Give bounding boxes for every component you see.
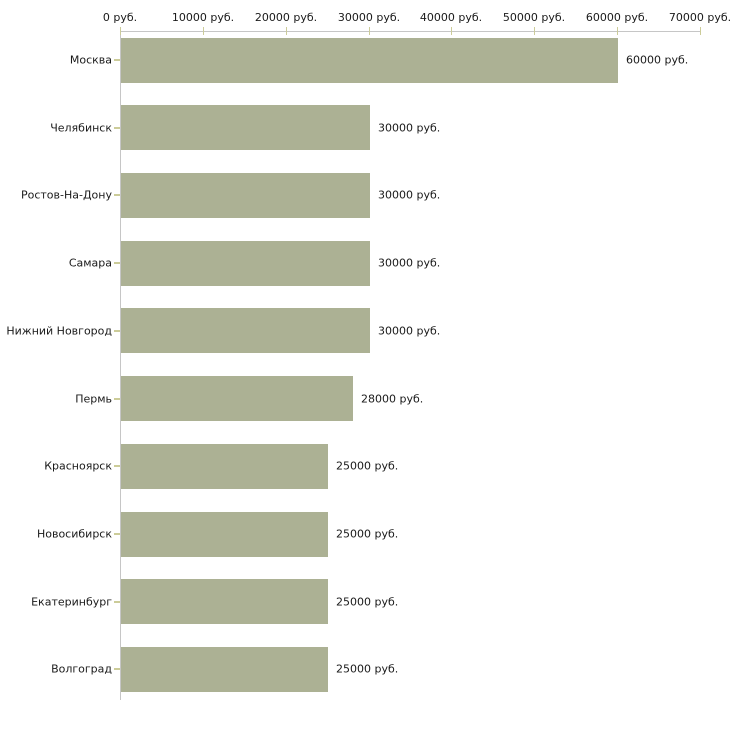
- bar-6: [121, 444, 328, 489]
- x-axis-tick-label: 10000 руб.: [171, 11, 235, 24]
- category-label: Красноярск: [44, 459, 112, 473]
- x-axis-tick-label: 60000 руб.: [585, 11, 649, 24]
- bar-value-label: 25000 руб.: [336, 595, 399, 609]
- y-axis-tick: [114, 533, 120, 535]
- x-axis-tick: [120, 27, 121, 35]
- x-axis-tick-label: 20000 руб.: [254, 11, 318, 24]
- bar-value-label: 60000 руб.: [626, 53, 689, 67]
- y-axis-tick: [114, 262, 120, 264]
- bar-1: [121, 105, 370, 150]
- category-label: Ростов-На-Дону: [20, 188, 112, 202]
- bar-value-label: 25000 руб.: [336, 459, 399, 473]
- y-axis-tick: [114, 398, 120, 400]
- category-label: Екатеринбург: [31, 595, 112, 609]
- bar-0: [121, 38, 618, 83]
- x-axis-tick-label: 40000 руб.: [419, 11, 483, 24]
- bar-value-label: 30000 руб.: [378, 256, 441, 270]
- y-axis-tick: [114, 194, 120, 196]
- x-axis-tick-label: 50000 руб.: [502, 11, 566, 24]
- x-axis-tick: [534, 27, 535, 35]
- category-label: Москва: [69, 53, 112, 67]
- x-axis-tick: [451, 27, 452, 35]
- y-axis-tick: [114, 59, 120, 61]
- bar-7: [121, 512, 328, 557]
- x-axis-tick: [617, 27, 618, 35]
- category-label: Пермь: [75, 392, 112, 406]
- x-axis-tick: [286, 27, 287, 35]
- y-axis-tick: [114, 127, 120, 129]
- bar-2: [121, 173, 370, 218]
- x-axis-tick-label: 0 руб.: [102, 11, 138, 24]
- bar-9: [121, 647, 328, 692]
- bar-8: [121, 579, 328, 624]
- bar-value-label: 30000 руб.: [378, 324, 441, 338]
- x-axis-line: [120, 31, 700, 32]
- bar-value-label: 30000 руб.: [378, 188, 441, 202]
- bar-value-label: 30000 руб.: [378, 121, 441, 135]
- x-axis-tick-label: 30000 руб.: [337, 11, 401, 24]
- bar-5: [121, 376, 353, 421]
- y-axis-tick: [114, 465, 120, 467]
- bar-value-label: 25000 руб.: [336, 662, 399, 676]
- x-axis-tick-label: 70000 руб.: [668, 11, 730, 24]
- category-label: Челябинск: [50, 121, 112, 135]
- y-axis-tick: [114, 668, 120, 670]
- category-label: Нижний Новгород: [6, 324, 112, 338]
- bar-value-label: 28000 руб.: [361, 392, 424, 406]
- category-label: Волгоград: [51, 662, 112, 676]
- x-axis-tick: [203, 27, 204, 35]
- y-axis-tick: [114, 330, 120, 332]
- y-axis-tick: [114, 601, 120, 603]
- x-axis-tick: [700, 27, 701, 35]
- bar-4: [121, 308, 370, 353]
- bar-3: [121, 241, 370, 286]
- x-axis-tick: [369, 27, 370, 35]
- category-label: Новосибирск: [36, 527, 112, 541]
- y-axis-line: [120, 31, 121, 700]
- bar-value-label: 25000 руб.: [336, 527, 399, 541]
- category-label: Самара: [68, 256, 112, 270]
